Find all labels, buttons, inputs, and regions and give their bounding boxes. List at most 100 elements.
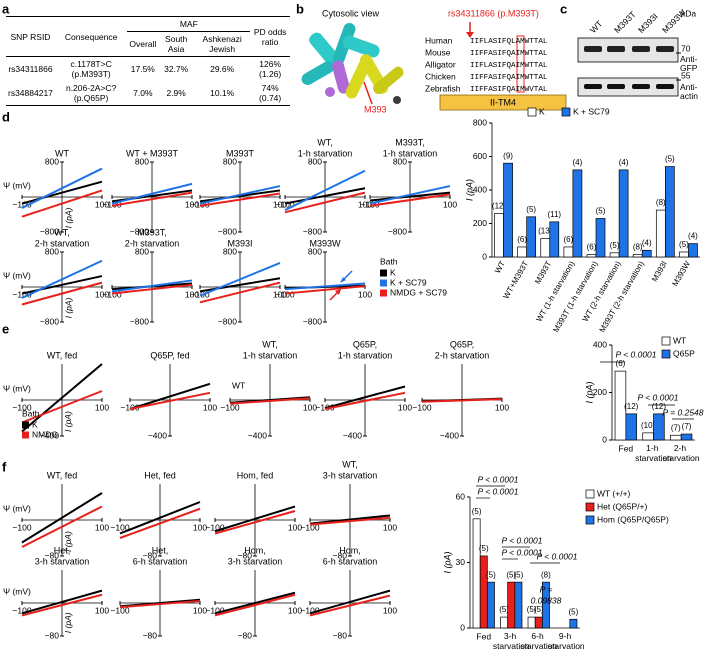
plot-title: 3-h starvation (228, 556, 283, 566)
marker-label: 55 (681, 70, 691, 80)
bar (595, 218, 606, 258)
plot-title: Hom, (244, 545, 266, 555)
x-tick-label: M393T (533, 259, 553, 285)
plot-title: WT (55, 148, 69, 158)
x-tick-label: −100 (300, 605, 319, 615)
iv-curve (199, 189, 281, 203)
plot-title: WT, (262, 339, 278, 349)
iv-curve (119, 501, 201, 535)
y-tick-label: 0 (602, 434, 607, 444)
y-axis-label: I (pA) (442, 551, 452, 573)
y-tick-label: −400 (248, 430, 267, 440)
iv-curve (129, 391, 211, 410)
p-value: P = 0.2548 (662, 407, 703, 417)
x-tick-label: −100 (12, 199, 31, 209)
y-tick-label: 30 (456, 557, 466, 567)
n-label: (5) (527, 605, 537, 614)
legend-label: K (390, 267, 396, 277)
iv-curve (199, 262, 281, 297)
n-label: (8) (633, 243, 643, 252)
plot-title: M393T, (137, 227, 167, 237)
y-tick-label: 60 (456, 491, 466, 501)
iv-curve (309, 594, 391, 617)
x-tick-label: −100 (12, 402, 31, 412)
iv-curve (369, 191, 451, 202)
legend-label: K + SC79 (390, 277, 427, 287)
n-label: (13) (538, 227, 553, 236)
y-axis-label: I (pA) (63, 531, 73, 552)
bar (541, 581, 550, 629)
n-label: (10) (641, 421, 656, 430)
legend-swatch (661, 336, 671, 346)
iv-curve (199, 192, 281, 207)
y-tick-label: −80 (45, 550, 60, 560)
iv-curve (111, 182, 193, 205)
iv-curve (21, 593, 103, 617)
structure-view: Cytosolic view (322, 8, 380, 18)
bar (653, 413, 665, 441)
cell: 7.0% (127, 81, 159, 106)
x-tick-label: 100 (383, 605, 397, 615)
iv-curve (309, 589, 391, 615)
iv-curve (369, 185, 451, 205)
iv-curve (421, 398, 503, 403)
y-tick-label: −800 (218, 316, 237, 326)
legend-label: WT (673, 335, 686, 345)
bar (679, 251, 689, 258)
x-tick-label: 3-h starvation (493, 631, 530, 651)
x-tick-label: 100 (95, 289, 109, 299)
x-tick-label: 100 (273, 199, 287, 209)
cell: c.1178T>C (p.M393T) (70, 59, 112, 79)
n-label: (8) (541, 570, 551, 579)
iv-curve (229, 397, 311, 405)
species: Alligator (425, 59, 456, 69)
y-axis-label: I (pA) (63, 207, 73, 228)
arrows (329, 270, 353, 301)
snp-table: SNP RSID Consequence MAF PD odds ratio O… (6, 16, 290, 106)
n-label: (5) (610, 241, 620, 250)
marker-label: 70 (681, 43, 691, 53)
n-label: (5) (486, 570, 496, 579)
plot-title: 2-h starvation (35, 238, 90, 248)
x-tick-label: −100 (220, 402, 239, 412)
x-tick-label: 100 (95, 605, 109, 615)
y-tick-label: −800 (303, 316, 322, 326)
plot-title: 3-h starvation (323, 470, 378, 480)
y-tick-label: 600 (473, 151, 487, 161)
iv-curve (214, 591, 296, 615)
iv-curve (369, 193, 451, 207)
n-label: (5) (665, 155, 675, 164)
y-tick-label: −80 (143, 550, 158, 560)
iv-curve (199, 185, 281, 205)
p-value: P < 0.0001 (477, 474, 518, 484)
plot-title: 1-h starvation (298, 148, 353, 158)
y-tick-label: −800 (388, 226, 407, 236)
cell: rs34884217 (6, 81, 55, 106)
plot-title: Hom, fed (237, 470, 274, 480)
y-axis-label: I (pA) (464, 179, 474, 201)
bar (479, 555, 488, 629)
x-tick-label: 100 (273, 289, 287, 299)
iv-curve (284, 191, 366, 214)
n-label: (5) (514, 570, 524, 579)
p-value: P < 0.0001 (615, 349, 656, 359)
y-tick-label: 800 (223, 246, 237, 256)
y-tick-label: −400 (440, 430, 459, 440)
x-tick-label: 100 (303, 402, 317, 412)
annotation: WT (232, 380, 245, 390)
iv-curve (214, 505, 296, 533)
legend-label: Het (Q65P/+) (597, 501, 647, 511)
cell: n.206-2A>C? (p.Q65P) (54, 81, 128, 106)
plot-title: WT, (54, 227, 70, 237)
cell: 126% (1.26) (259, 59, 282, 79)
y-tick-label: 800 (135, 246, 149, 256)
legend-swatch (380, 269, 387, 277)
x-tick-label: −100 (190, 199, 209, 209)
iv-curve (21, 167, 103, 209)
sequence: IIFFASIFQAIMWTTAL (470, 50, 548, 58)
plot-title: 1-h starvation (383, 148, 438, 158)
y-tick-label: −800 (218, 226, 237, 236)
bar (494, 213, 504, 258)
x-tick-label: −100 (205, 522, 224, 532)
